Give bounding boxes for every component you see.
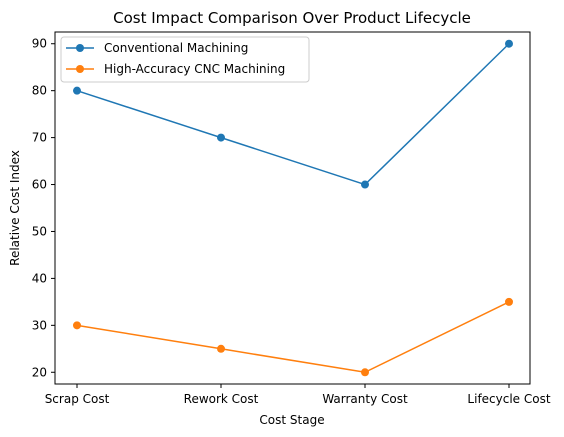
y-tick-label: 20 [32, 365, 47, 379]
y-tick-label: 60 [32, 178, 47, 192]
data-point-cnc [505, 297, 513, 306]
x-tick-label: Lifecycle Cost [467, 392, 550, 406]
legend-box [60, 36, 310, 83]
legend-marker-cnc [76, 65, 84, 73]
legend-label-cnc: High-Accuracy CNC Machining [104, 62, 285, 76]
x-tick-label: Scrap Cost [45, 392, 110, 406]
x-axis-label: Cost Stage [259, 413, 324, 427]
series-group [73, 39, 513, 377]
data-point-cnc [73, 321, 81, 330]
x-axis: Scrap Cost Rework Cost Warranty Cost Lifecy… [45, 384, 551, 406]
legend-marker-conventional [76, 44, 84, 52]
series-line-cnc [76, 301, 510, 374]
y-tick-label: 80 [32, 84, 47, 98]
legend: Conventional Machining High-Accuracy CNC… [60, 36, 310, 83]
y-axis: 20 30 40 50 60 70 80 90 [32, 37, 55, 379]
plot-area [54, 31, 531, 385]
y-axis-label: Relative Cost Index [8, 150, 22, 266]
data-point-cnc [217, 344, 225, 353]
data-point-conventional [217, 133, 225, 142]
y-tick-label: 50 [32, 224, 47, 238]
legend-label-conventional: Conventional Machining [104, 41, 248, 55]
x-tick-label: Rework Cost [184, 392, 259, 406]
data-point-cnc [361, 368, 369, 377]
data-point-conventional [73, 86, 81, 95]
y-tick-label: 90 [32, 37, 47, 51]
series-line-conventional [76, 43, 510, 186]
x-tick-label: Warranty Cost [322, 392, 408, 406]
y-tick-label: 30 [32, 318, 47, 332]
data-point-conventional [505, 39, 513, 48]
chart-title: Cost Impact Comparison Over Product Life… [113, 9, 471, 27]
y-tick-label: 70 [32, 131, 47, 145]
data-point-conventional [361, 180, 369, 189]
y-tick-label: 40 [32, 271, 47, 285]
